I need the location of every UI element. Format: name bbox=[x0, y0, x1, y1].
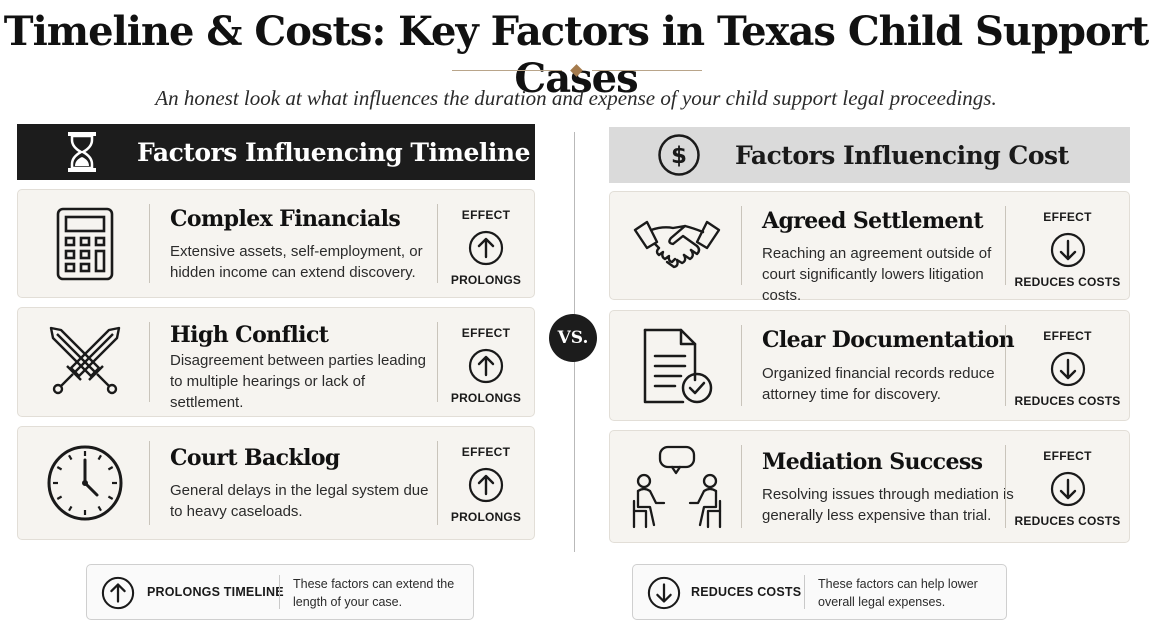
arrow-up-icon bbox=[468, 348, 504, 384]
cost-card-agreed-settlement: Agreed Settlement Reaching an agreement … bbox=[609, 191, 1130, 304]
effect-value: REDUCES COSTS bbox=[1014, 514, 1121, 528]
arrow-up-icon bbox=[468, 230, 504, 266]
card-description: Reaching an agreement outside of court s… bbox=[762, 245, 992, 304]
timeline-column-title: Factors Influencing Timeline bbox=[137, 137, 530, 167]
card-title: Mediation Success bbox=[762, 449, 983, 475]
vs-badge: VS. bbox=[549, 314, 597, 362]
effect-value: PROLONGS bbox=[450, 273, 522, 287]
effect-label: EFFECT bbox=[1043, 329, 1092, 343]
clock-icon bbox=[40, 438, 130, 528]
title-divider bbox=[452, 64, 702, 77]
legend-description: These factors can help lower overall leg… bbox=[818, 577, 978, 609]
hourglass-icon bbox=[67, 131, 137, 173]
effect-panel: EFFECT REDUCES COSTS bbox=[1006, 192, 1129, 299]
arrow-down-icon bbox=[1050, 232, 1085, 268]
timeline-column-header: Factors Influencing Timeline bbox=[17, 124, 535, 180]
cost-card-clear-documentation: Clear Documentation Organized financial … bbox=[609, 310, 1130, 421]
effect-label: EFFECT bbox=[461, 208, 511, 222]
cost-column-header: $ Factors Influencing Cost bbox=[609, 127, 1130, 183]
effect-panel: EFFECT REDUCES COSTS bbox=[1006, 431, 1129, 542]
handshake-icon bbox=[632, 201, 722, 291]
cost-column-title: Factors Influencing Cost bbox=[735, 140, 1069, 170]
effect-label: EFFECT bbox=[1043, 449, 1092, 463]
effect-value: PROLONGS bbox=[450, 391, 522, 405]
card-title: Agreed Settlement bbox=[762, 208, 983, 234]
card-description: Disagreement between parties leading to … bbox=[170, 352, 426, 411]
page-subtitle: An honest look at what influences the du… bbox=[155, 86, 997, 110]
card-title: Complex Financials bbox=[170, 206, 401, 232]
effect-panel: EFFECT PROLONGS bbox=[438, 427, 534, 539]
crossed-swords-icon bbox=[40, 317, 130, 407]
timeline-card-high-conflict: High Conflict Disagreement between parti… bbox=[17, 307, 535, 417]
arrow-up-icon bbox=[101, 576, 135, 610]
mediation-icon bbox=[632, 442, 722, 532]
arrow-up-icon bbox=[468, 467, 504, 503]
cost-card-mediation-success: Mediation Success Resolving issues throu… bbox=[609, 430, 1130, 543]
dollar-icon: $ bbox=[657, 133, 735, 177]
effect-label: EFFECT bbox=[461, 326, 511, 340]
page-title: Timeline & Costs: Key Factors in Texas C… bbox=[3, 8, 1149, 102]
card-title: High Conflict bbox=[170, 322, 329, 348]
card-title: Court Backlog bbox=[170, 445, 340, 471]
card-description: Resolving issues through mediation is ge… bbox=[762, 486, 1014, 524]
effect-panel: EFFECT PROLONGS bbox=[438, 190, 534, 297]
effect-label: EFFECT bbox=[1043, 210, 1092, 224]
effect-panel: EFFECT PROLONGS bbox=[438, 308, 534, 416]
card-description: General delays in the legal system due t… bbox=[170, 482, 429, 520]
card-description: Extensive assets, self-employment, or hi… bbox=[170, 243, 423, 281]
timeline-card-complex-financials: Complex Financials Extensive assets, sel… bbox=[17, 189, 535, 298]
legend-label: REDUCES COSTS bbox=[691, 585, 802, 599]
svg-text:$: $ bbox=[671, 143, 687, 169]
arrow-down-icon bbox=[647, 576, 681, 610]
arrow-down-icon bbox=[1050, 471, 1085, 507]
legend-label: PROLONGS TIMELINE bbox=[147, 585, 284, 599]
effect-panel: EFFECT REDUCES COSTS bbox=[1006, 311, 1129, 420]
card-description: Organized financial records reduce attor… bbox=[762, 365, 995, 403]
card-title: Clear Documentation bbox=[762, 327, 1015, 353]
timeline-card-court-backlog: Court Backlog General delays in the lega… bbox=[17, 426, 535, 540]
timeline-legend: PROLONGS TIMELINE These factors can exte… bbox=[86, 564, 474, 620]
document-check-icon bbox=[632, 321, 722, 411]
calculator-icon bbox=[40, 199, 130, 289]
diamond-ornament-icon bbox=[570, 64, 583, 77]
effect-value: REDUCES COSTS bbox=[1014, 275, 1121, 289]
legend-description: These factors can extend the length of y… bbox=[293, 577, 455, 609]
arrow-down-icon bbox=[1050, 351, 1085, 387]
effect-value: REDUCES COSTS bbox=[1014, 394, 1121, 408]
effect-value: PROLONGS bbox=[450, 510, 522, 524]
cost-legend: REDUCES COSTS These factors can help low… bbox=[632, 564, 1007, 620]
effect-label: EFFECT bbox=[461, 445, 511, 459]
